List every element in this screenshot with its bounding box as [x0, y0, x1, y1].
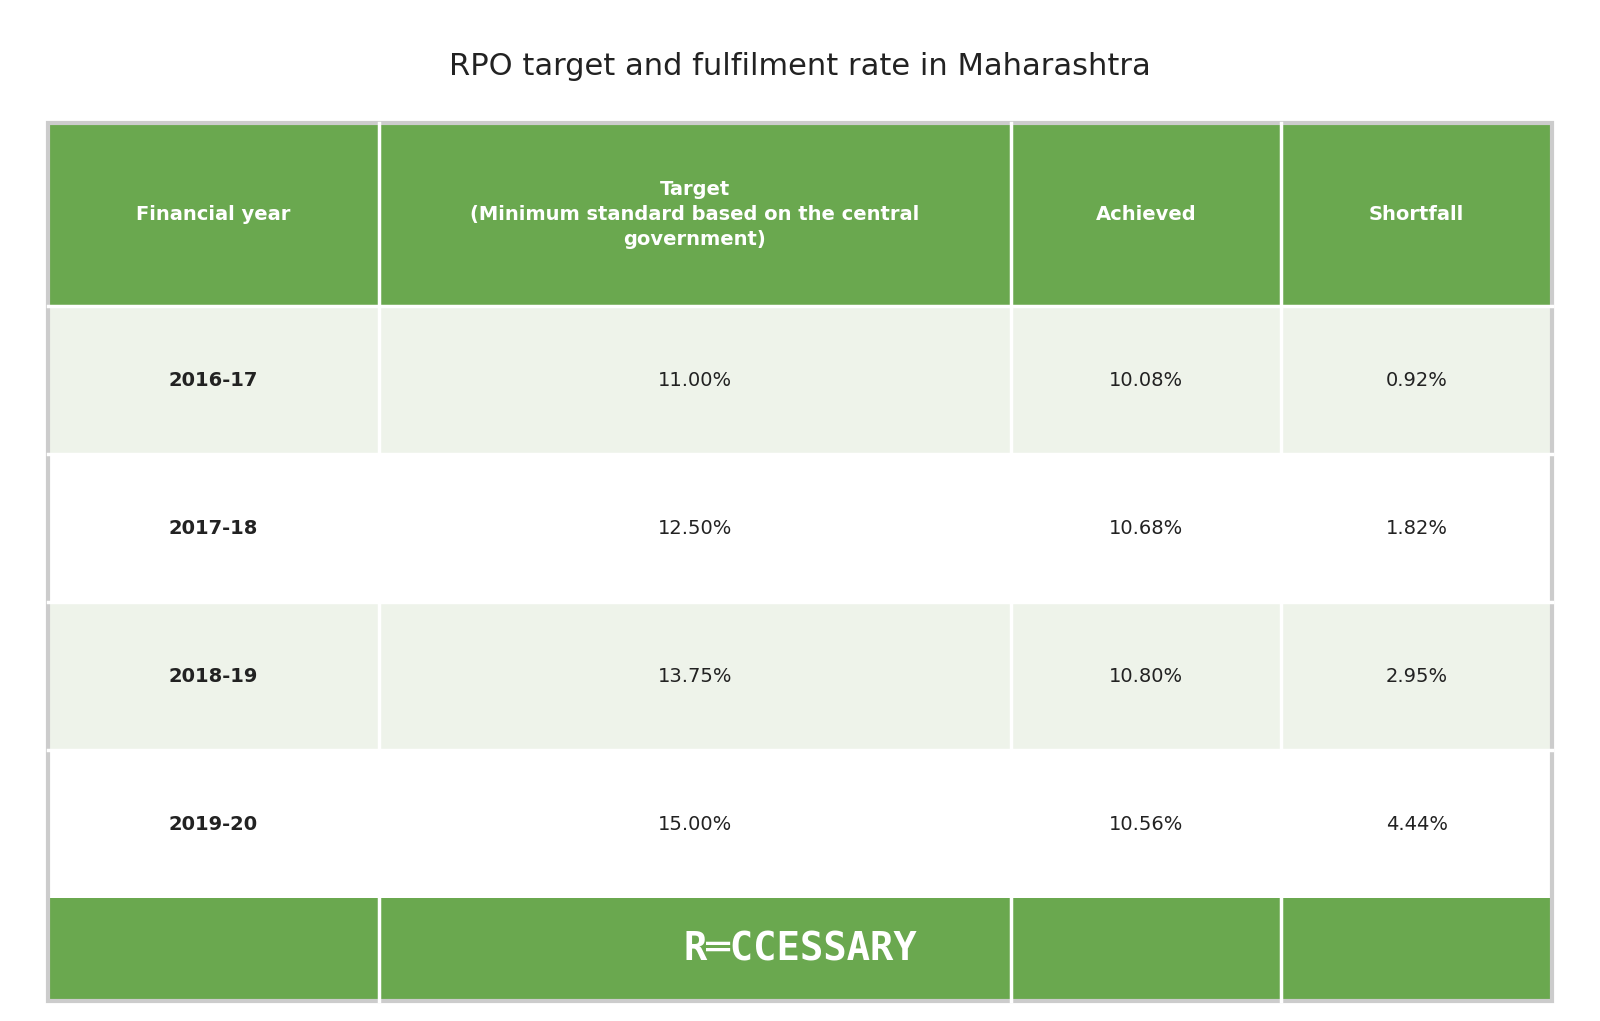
Text: 10.56%: 10.56% — [1109, 815, 1182, 834]
FancyBboxPatch shape — [1282, 750, 1552, 898]
Text: 12.50%: 12.50% — [658, 519, 731, 538]
FancyBboxPatch shape — [1011, 306, 1282, 454]
Text: 4.44%: 4.44% — [1386, 815, 1448, 834]
FancyBboxPatch shape — [379, 750, 1011, 898]
Text: 2016-17: 2016-17 — [168, 371, 258, 390]
Text: 13.75%: 13.75% — [658, 667, 731, 686]
FancyBboxPatch shape — [1282, 454, 1552, 602]
FancyBboxPatch shape — [1011, 123, 1282, 306]
FancyBboxPatch shape — [48, 602, 379, 750]
FancyBboxPatch shape — [1011, 602, 1282, 750]
Text: RPO target and fulfilment rate in Maharashtra: RPO target and fulfilment rate in Mahara… — [450, 52, 1150, 81]
Text: Target
(Minimum standard based on the central
government): Target (Minimum standard based on the ce… — [470, 180, 920, 249]
FancyBboxPatch shape — [379, 454, 1011, 602]
FancyBboxPatch shape — [48, 306, 379, 454]
Text: 2.95%: 2.95% — [1386, 667, 1448, 686]
Text: 15.00%: 15.00% — [658, 815, 731, 834]
FancyBboxPatch shape — [379, 602, 1011, 750]
FancyBboxPatch shape — [1011, 454, 1282, 602]
FancyBboxPatch shape — [1282, 306, 1552, 454]
Text: Financial year: Financial year — [136, 205, 291, 224]
FancyBboxPatch shape — [379, 123, 1011, 306]
FancyBboxPatch shape — [379, 306, 1011, 454]
FancyBboxPatch shape — [48, 123, 379, 306]
Text: 10.80%: 10.80% — [1109, 667, 1182, 686]
Text: 10.68%: 10.68% — [1109, 519, 1182, 538]
Text: 2017-18: 2017-18 — [168, 519, 258, 538]
FancyBboxPatch shape — [1282, 602, 1552, 750]
Text: 2018-19: 2018-19 — [168, 667, 258, 686]
FancyBboxPatch shape — [1282, 123, 1552, 306]
FancyBboxPatch shape — [48, 454, 379, 602]
FancyBboxPatch shape — [48, 750, 379, 898]
FancyBboxPatch shape — [1011, 750, 1282, 898]
Text: R═CCESSARY: R═CCESSARY — [683, 930, 917, 969]
Text: 11.00%: 11.00% — [658, 371, 731, 390]
Text: 10.08%: 10.08% — [1109, 371, 1182, 390]
Text: 1.82%: 1.82% — [1386, 519, 1448, 538]
Text: 0.92%: 0.92% — [1386, 371, 1448, 390]
Text: Shortfall: Shortfall — [1370, 205, 1464, 224]
Text: Achieved: Achieved — [1096, 205, 1197, 224]
Text: 2019-20: 2019-20 — [170, 815, 258, 834]
FancyBboxPatch shape — [48, 898, 1552, 1001]
